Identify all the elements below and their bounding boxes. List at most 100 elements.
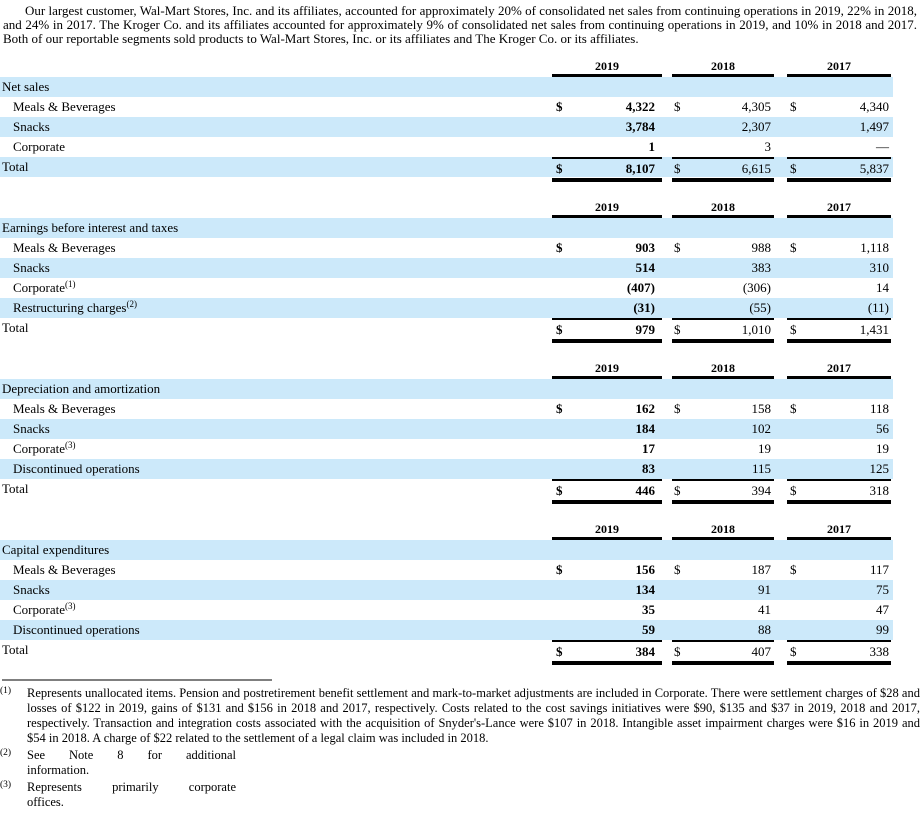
dollar-sign: $ (674, 562, 681, 577)
year-header: 2019 (552, 521, 662, 540)
row-tail (891, 459, 893, 479)
amount: 91 (758, 582, 771, 597)
value-cell: 47 (787, 600, 891, 620)
value-cell: 19 (672, 439, 774, 459)
value-cell: — (787, 137, 891, 157)
dollar-sign: $ (556, 240, 563, 255)
data-row: Meals & Beverages $903 $988 $1,118 (0, 238, 893, 258)
footnote-ref: (3) (64, 601, 76, 611)
value-cell: $117 (787, 560, 891, 580)
value-cell: $6,615 (672, 157, 774, 179)
segment-tables: 2019 2018 2017 Net sales Meals & Beverages $4… (0, 58, 920, 666)
intro-paragraph: Our largest customer, Wal-Mart Stores, I… (3, 3, 917, 46)
row-label: Restructuring charges(2) (0, 298, 552, 318)
section-row: Capital expenditures (0, 540, 893, 560)
amount: 903 (635, 240, 656, 255)
column-gap (774, 399, 787, 419)
row-label: Snacks (0, 419, 552, 439)
data-row: Meals & Beverages $162 $158 $118 (0, 399, 893, 419)
column-gap (662, 177, 672, 183)
year-header-row: 2019 2018 2017 (0, 199, 893, 218)
value-cell: $407 (672, 640, 774, 662)
row-label-text: Discontinued operations (13, 461, 140, 476)
total-rule (672, 500, 774, 504)
column-gap (774, 459, 787, 479)
value-cell: $4,305 (672, 97, 774, 117)
dollar-sign: $ (674, 401, 681, 416)
footnote-2-text: See Note 8 for additional information. (27, 748, 920, 778)
amount: 407 (751, 644, 772, 659)
amount: 19 (758, 441, 771, 456)
column-gap (774, 318, 787, 340)
footnote-3-line-1: Represents primarily corporate (27, 780, 236, 794)
row-label: Discontinued operations (0, 620, 552, 640)
row-label-text: Snacks (13, 119, 50, 134)
row-tail (891, 199, 893, 218)
footnote-marker-col: (3) (0, 780, 27, 810)
value-cell: $338 (787, 640, 891, 662)
value-cell: $118 (787, 399, 891, 419)
total-rule (552, 500, 662, 504)
amount: 383 (751, 260, 772, 275)
row-tail (891, 640, 893, 662)
total-rule (672, 178, 774, 182)
footnote-ref: (1) (64, 279, 76, 289)
total-rule (552, 661, 662, 665)
footnote-3-text: Represents primarily corporate offices. (27, 780, 920, 810)
row-tail (891, 360, 893, 379)
row-tail (891, 399, 893, 419)
year-header: 2017 (787, 521, 891, 540)
value-cell: $394 (672, 479, 774, 501)
footnote-marker-col: (2) (0, 748, 27, 778)
row-tail (891, 238, 893, 258)
amount: 2,307 (741, 119, 771, 134)
amount: 59 (642, 622, 655, 637)
amount: 187 (751, 562, 772, 577)
column-gap (662, 58, 672, 77)
year-header-row: 2019 2018 2017 (0, 360, 893, 379)
total-row: Total $446 $394 $318 (0, 479, 893, 499)
financial-table: 2019 2018 2017 Capital expenditures Meals & … (0, 521, 893, 666)
value-cell: $1,010 (672, 318, 774, 340)
row-label: Meals & Beverages (0, 560, 552, 580)
row-tail (891, 137, 893, 157)
value-cell: 91 (672, 580, 774, 600)
financial-table: 2019 2018 2017 Net sales Meals & Beverages $4… (0, 58, 893, 183)
dollar-sign: $ (674, 644, 681, 659)
total-rule (672, 661, 774, 665)
data-row: Meals & Beverages $4,322 $4,305 $4,340 (0, 97, 893, 117)
footnote-2-marker: (2) (0, 748, 12, 758)
total-rule (787, 661, 891, 665)
column-gap (662, 338, 672, 344)
year-header-row: 2019 2018 2017 (0, 58, 893, 77)
total-underline-row (0, 499, 893, 505)
row-label-text: Meals & Beverages (13, 240, 116, 255)
row-label-text: Restructuring charges (13, 300, 127, 315)
row-label-text: Total (2, 642, 29, 657)
data-row: Discontinued operations 59 88 99 (0, 620, 893, 640)
row-tail (891, 419, 893, 439)
value-cell: $979 (552, 318, 662, 340)
dollar-sign: $ (674, 99, 681, 114)
total-rule (787, 339, 891, 343)
amount: (31) (633, 300, 655, 315)
year-header: 2017 (787, 360, 891, 379)
section-title: Depreciation and amortization (2, 381, 161, 396)
footnote-marker-col: (1) (0, 686, 27, 746)
data-row: Corporate(3) 35 41 47 (0, 600, 893, 620)
amount: 56 (876, 421, 889, 436)
amount: 318 (869, 483, 890, 498)
amount: 3,784 (625, 119, 655, 134)
row-tail (891, 58, 893, 77)
financial-table: 2019 2018 2017 Earnings before interest and… (0, 199, 893, 344)
amount: 17 (642, 441, 655, 456)
dollar-sign: $ (556, 483, 563, 498)
row-tail (891, 600, 893, 620)
amount: 979 (635, 322, 656, 337)
total-underline-row (0, 177, 893, 183)
amount: 5,837 (859, 161, 889, 176)
bar-spacer (0, 660, 552, 666)
column-gap (774, 521, 787, 540)
dollar-sign: $ (674, 240, 681, 255)
value-cell: (11) (787, 298, 891, 318)
